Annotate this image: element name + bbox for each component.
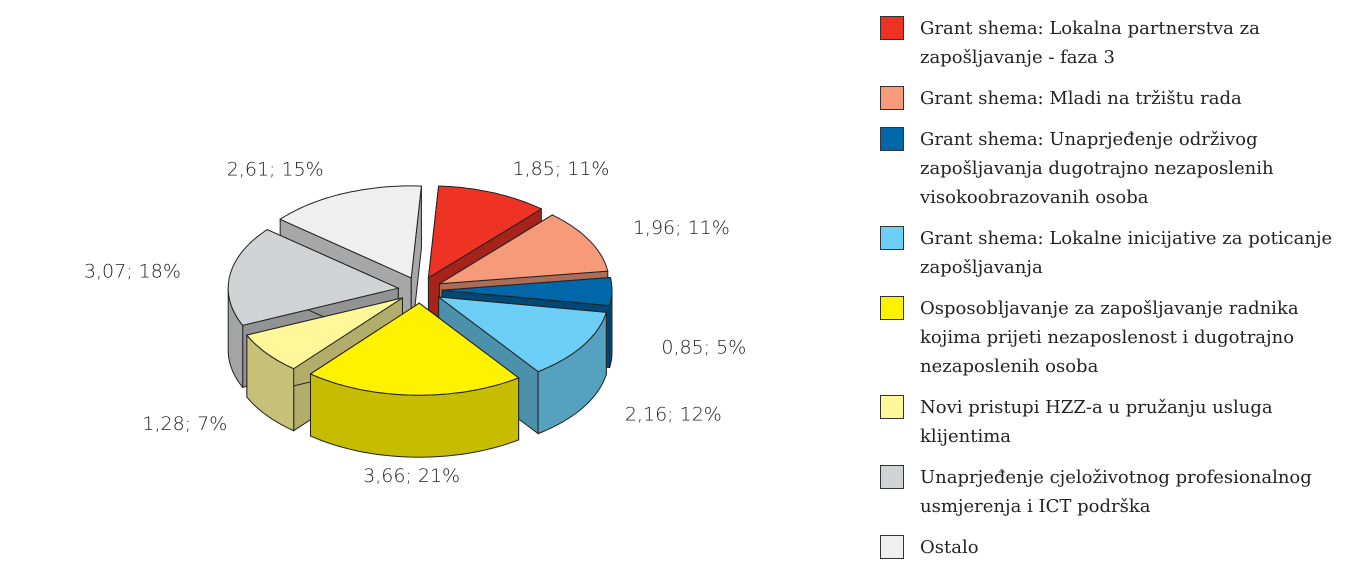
- data-label: 1,28; 7%: [142, 413, 227, 435]
- slice-top: [439, 214, 609, 285]
- slice-top: [246, 297, 403, 370]
- legend-item: Grant shema: Lokalna partnerstva za zapo…: [880, 14, 1340, 72]
- legend-label: Osposobljavanje za zapošljavanje radnika…: [920, 298, 1299, 377]
- legend-swatch: [880, 465, 904, 489]
- chart: 1,85; 11% 1,96; 11% 0,85; 5% 2,16; 12% 3,66;…: [84, 158, 746, 487]
- data-label: 0,85; 5%: [661, 336, 746, 358]
- legend-swatch: [880, 86, 904, 110]
- legend-item: Grant shema: Unaprjeđenje održivog zapoš…: [880, 125, 1340, 212]
- data-label: 2,61; 15%: [227, 159, 324, 181]
- slice-top: [309, 302, 520, 396]
- legend-label: Grant shema: Mladi na tržištu rada: [920, 88, 1242, 109]
- legend-swatch: [880, 127, 904, 151]
- slice-top: [436, 296, 607, 373]
- legend: Grant shema: Lokalna partnerstva za zapo…: [880, 14, 1340, 562]
- data-label: 3,07; 18%: [84, 261, 181, 283]
- legend-label: Grant shema: Lokalna partnerstva za zapo…: [920, 18, 1260, 68]
- slice-top: [441, 276, 613, 307]
- legend-label: Ostalo: [920, 537, 979, 558]
- legend-swatch: [880, 535, 904, 559]
- legend-label: Unaprjeđenje cjeloživotnog profesionalno…: [920, 467, 1312, 517]
- legend-item: Grant shema: Mladi na tržištu rada: [880, 84, 1340, 113]
- legend-item: Ostalo: [880, 533, 1340, 562]
- legend-label: Grant shema: Lokalne inicijative za poti…: [920, 228, 1333, 278]
- data-label: 3,66; 21%: [363, 465, 460, 487]
- legend-label: Grant shema: Unaprjeđenje održivog zapoš…: [920, 129, 1274, 208]
- data-label: 2,16; 12%: [625, 403, 722, 425]
- slice-top: [279, 185, 422, 279]
- legend-swatch: [880, 16, 904, 40]
- data-label: 1,96; 11%: [633, 217, 730, 239]
- legend-item: Grant shema: Lokalne inicijative za poti…: [880, 224, 1340, 282]
- legend-item: Unaprjeđenje cjeloživotnog profesionalno…: [880, 463, 1340, 521]
- slice-top: [227, 229, 400, 326]
- slice-top: [427, 185, 543, 279]
- legend-item: Osposobljavanje za zapošljavanje radnika…: [880, 294, 1340, 381]
- legend-swatch: [880, 296, 904, 320]
- legend-item: Novi pristupi HZZ-a u pružanju usluga kl…: [880, 393, 1340, 451]
- slice: [309, 302, 520, 458]
- legend-swatch: [880, 395, 904, 419]
- legend-label: Novi pristupi HZZ-a u pružanju usluga kl…: [920, 397, 1273, 447]
- data-label: 1,85; 11%: [513, 158, 610, 180]
- legend-swatch: [880, 226, 904, 250]
